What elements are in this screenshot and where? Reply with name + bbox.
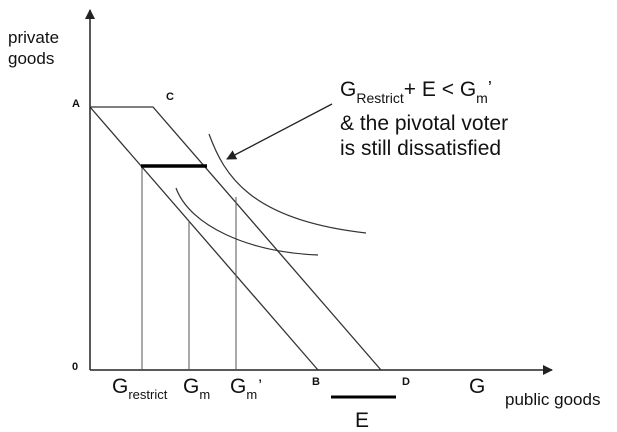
annotation-text: GRestrict+ E < Gm’ & the pivotal voter i…	[340, 76, 508, 161]
indifference-curve-upper	[208, 133, 367, 234]
tick-g-m-prime: Gm’	[230, 375, 262, 402]
point-label-c: C	[166, 91, 174, 103]
point-label-d: D	[402, 376, 410, 388]
annotation-line-1: GRestrict+ E < Gm’	[340, 78, 492, 106]
y-axis-title: private goods	[8, 28, 60, 68]
tick-g-m: Gm	[183, 375, 211, 402]
annotation-line-3: is still dissatisfied	[340, 137, 502, 160]
segment-label-e: E	[355, 409, 370, 432]
tick-g-restrict: Grestrict	[112, 375, 168, 402]
annotation-arrow	[226, 103, 333, 160]
budget-line-ab	[89, 106, 319, 371]
x-axis-title: public goods	[505, 390, 601, 409]
point-label-a: A	[72, 98, 80, 110]
tick-g: G	[469, 375, 486, 398]
origin-label: 0	[72, 361, 79, 373]
budget-line-acd	[90, 106, 382, 371]
point-label-b: B	[312, 376, 320, 388]
indifference-curve-lower	[175, 187, 319, 256]
annotation-line-2: & the pivotal voter	[340, 112, 509, 135]
